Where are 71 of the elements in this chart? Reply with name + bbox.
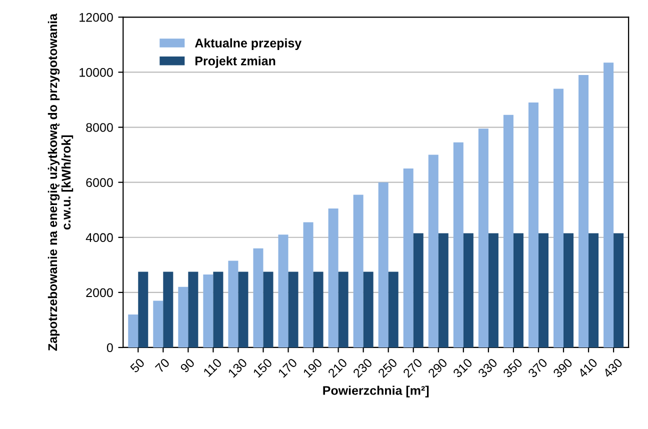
bar bbox=[478, 128, 488, 348]
y-axis-title: Zapotrzebowanie na energię użytkową do przygotowania c.w.u. [kWh/rok] bbox=[48, 13, 74, 351]
bar bbox=[553, 88, 564, 348]
bar bbox=[278, 234, 288, 348]
bar bbox=[188, 272, 198, 348]
bar bbox=[388, 272, 398, 348]
bar bbox=[253, 248, 264, 348]
x-tick-label: 190 bbox=[302, 358, 323, 378]
x-tick-label: 250 bbox=[378, 358, 398, 378]
legend-label: Projekt zmian bbox=[195, 56, 276, 68]
bar bbox=[238, 272, 248, 348]
bar bbox=[328, 208, 338, 348]
x-tick-label: 310 bbox=[452, 358, 473, 378]
y-tick-label: 0 bbox=[106, 343, 113, 352]
y-tick-label: 6000 bbox=[86, 178, 113, 187]
bar bbox=[338, 272, 348, 348]
x-tick-label: 110 bbox=[202, 358, 222, 378]
x-axis-title: Powierzchnia [m²] bbox=[323, 386, 429, 398]
bar bbox=[153, 300, 164, 348]
bar bbox=[528, 102, 538, 348]
bar bbox=[428, 154, 438, 348]
bar bbox=[288, 272, 298, 348]
bar bbox=[303, 222, 314, 348]
bar bbox=[413, 233, 424, 348]
bar bbox=[178, 286, 188, 348]
bar bbox=[463, 233, 474, 348]
bar bbox=[163, 272, 174, 348]
y-tick-label: 4000 bbox=[86, 233, 113, 242]
bar bbox=[213, 272, 224, 348]
bar bbox=[263, 272, 274, 348]
x-tick-label: 70 bbox=[154, 358, 170, 374]
y-tick-label: 12000 bbox=[80, 12, 113, 22]
bar bbox=[453, 142, 464, 348]
x-tick-label: 350 bbox=[502, 358, 523, 378]
bar bbox=[578, 74, 589, 348]
x-tick-label: 290 bbox=[428, 358, 448, 378]
bar bbox=[203, 274, 214, 348]
bar bbox=[353, 194, 364, 348]
x-tick-label: 330 bbox=[478, 358, 498, 378]
y-tick-label: 10000 bbox=[80, 68, 113, 77]
x-tick-label: 130 bbox=[228, 358, 248, 378]
x-tick-label: 210 bbox=[327, 358, 348, 378]
bar bbox=[313, 272, 324, 348]
bar bbox=[403, 168, 414, 348]
bar bbox=[564, 233, 574, 348]
x-tick-label: 270 bbox=[402, 358, 423, 378]
bar bbox=[614, 233, 624, 348]
x-tick-label: 150 bbox=[252, 358, 273, 378]
x-tick-label: 410 bbox=[577, 358, 598, 378]
bar bbox=[538, 233, 548, 348]
x-tick-label: 430 bbox=[602, 358, 623, 378]
bar bbox=[363, 272, 374, 348]
bar bbox=[513, 233, 524, 348]
bar bbox=[378, 182, 388, 348]
bar bbox=[503, 114, 514, 348]
x-tick-label: 90 bbox=[180, 358, 196, 374]
bar bbox=[438, 233, 448, 348]
y-tick-label: 8000 bbox=[86, 123, 113, 132]
x-tick-label: 230 bbox=[352, 358, 373, 378]
legend-label: Aktualne przepisy bbox=[194, 38, 302, 50]
x-tick-label: 50 bbox=[130, 358, 146, 374]
bar bbox=[128, 314, 138, 348]
bar bbox=[228, 260, 238, 348]
bar bbox=[488, 233, 498, 348]
bar bbox=[604, 62, 614, 348]
x-tick-label: 370 bbox=[528, 358, 548, 378]
bar bbox=[138, 272, 148, 348]
x-tick-label: 170 bbox=[278, 358, 298, 378]
x-tick-label: 390 bbox=[552, 358, 573, 378]
bar bbox=[588, 233, 599, 348]
y-tick-label: 2000 bbox=[86, 288, 113, 298]
